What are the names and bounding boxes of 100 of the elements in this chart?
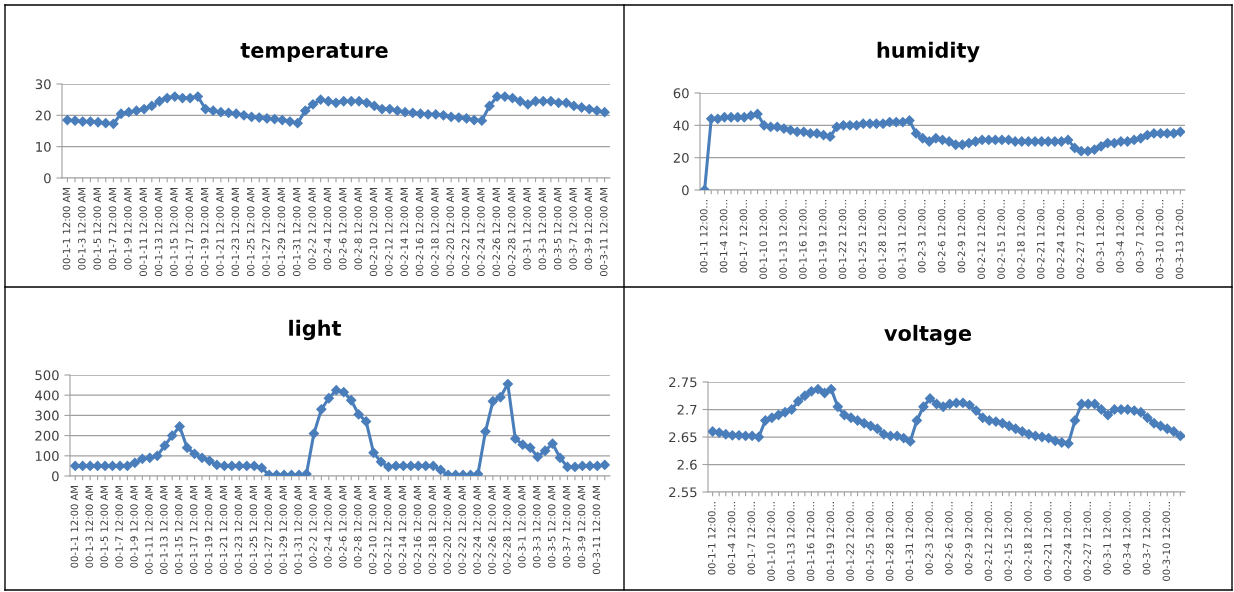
x-tick-label: 00-2-2 12:00 AM: [308, 188, 316, 270]
x-tick-label: 00-2-21 12:00...: [1036, 200, 1045, 279]
y-tick-label: 2.55: [669, 487, 697, 498]
x-tick-label: 00-2-14 12:00 AM: [400, 188, 408, 277]
y-tick-label: 2.7: [677, 404, 697, 415]
x-tick-label: 00-1-7 12:00 AM: [108, 188, 117, 270]
x-tick-label: 00-1-22 12:00...: [846, 502, 854, 581]
x-tick-label: 00-2-18 12:00 AM: [431, 188, 439, 277]
x-tick-label: 00-1-1 12:00 AM: [62, 188, 71, 270]
x-tick-label: 00-1-17 12:00 AM: [185, 188, 194, 277]
x-tick-label: 00-1-28 12:00...: [885, 502, 894, 581]
x-tick-label: 00-3-3 12:00 AM: [532, 486, 541, 568]
x-tick-label: 00-2-9 12:00...: [957, 200, 966, 273]
x-tick-label: 00-2-18 12:00 AM: [428, 486, 437, 575]
x-tick-label: 00-2-20 12:00 AM: [446, 188, 455, 277]
x-tick-label: 00-3-10 12:00...: [1155, 200, 1164, 279]
x-tick-label: 00-1-23 12:00 AM: [234, 486, 243, 575]
x-tick-label: 00-3-11 12:00 AM: [599, 188, 608, 277]
x-tick-label: 00-2-15 12:00...: [1004, 502, 1012, 581]
x-tick-label: 00-1-13 12:00...: [787, 502, 795, 581]
y-tick-label: 20: [35, 110, 51, 121]
x-tick-label: 00-1-31 12:00...: [898, 200, 906, 279]
x-tick-label: 00-1-29 12:00 AM: [279, 486, 287, 575]
x-tick-label: 00-2-24 12:00 AM: [477, 188, 485, 277]
x-tick-label: 00-2-10 12:00 AM: [369, 188, 378, 277]
x-tick-label: 00-2-3 12:00...: [918, 200, 926, 273]
x-tick-label: 00-2-15 12:00...: [997, 200, 1005, 279]
x-tick-label: 00-1-29 12:00 AM: [277, 188, 286, 277]
x-tick-label: 00-3-7 12:00 AM: [562, 486, 571, 568]
x-tick-label: 00-2-8 12:00 AM: [353, 486, 362, 568]
y-tick-label: 100: [35, 451, 59, 461]
x-tick-label: 00-3-1 12:00 AM: [518, 486, 526, 568]
x-tick-label: 00-1-9 12:00 AM: [130, 486, 138, 568]
x-tick-label: 00-2-18 12:00...: [1017, 200, 1025, 279]
x-tick-label: 00-1-5 12:00 AM: [93, 188, 101, 270]
x-tick-label: 00-1-10 12:00...: [759, 200, 767, 279]
x-tick-label: 00-1-7 12:00...: [739, 200, 748, 273]
x-tick-label: 00-2-4 12:00 AM: [324, 486, 332, 568]
x-tick-label: 00-2-6 12:00...: [937, 200, 946, 273]
x-tick-label: 00-1-25 12:00...: [866, 502, 874, 581]
y-tick-label: 200: [35, 430, 59, 441]
x-tick-label: 00-3-9 12:00 AM: [584, 188, 593, 270]
x-tick-label: 00-2-16 12:00 AM: [413, 486, 422, 575]
x-tick-label: 00-1-25 12:00 AM: [249, 486, 258, 575]
x-tick-label: 00-3-5 12:00 AM: [553, 188, 562, 270]
x-tick-label: 00-1-21 12:00 AM: [219, 486, 228, 575]
x-tick-label: 00-2-26 12:00 AM: [488, 486, 496, 575]
x-tick-label: 00-2-12 12:00...: [977, 200, 986, 279]
y-tick-label: 2.75: [669, 377, 697, 388]
x-tick-label: 00-2-12 12:00 AM: [383, 486, 392, 575]
x-tick-label: 00-3-4 12:00...: [1116, 200, 1124, 273]
y-tick-label: 20: [673, 152, 689, 163]
x-tick-label: 00-2-18 12:00...: [1024, 502, 1032, 581]
x-tick-label: 00-1-25 12:00 AM: [246, 188, 255, 277]
y-tick-label: 500: [35, 370, 59, 381]
x-tick-label: 00-2-9 12:00...: [964, 502, 973, 575]
y-tick-label: 300: [35, 410, 59, 421]
x-tick-label: 00-2-24 12:00...: [1063, 502, 1072, 581]
x-tick-label: 00-2-26 12:00 AM: [492, 188, 501, 277]
x-tick-label: 00-2-8 12:00 AM: [354, 188, 362, 270]
x-tick-label: 00-1-4 12:00...: [719, 200, 728, 273]
x-tick-label: 00-1-27 12:00 AM: [262, 188, 270, 277]
chart-title: light: [289, 319, 342, 341]
x-tick-label: 00-2-2 12:00 AM: [309, 486, 317, 568]
x-tick-label: 00-3-1 12:00...: [1103, 502, 1111, 575]
x-tick-label: 00-1-22 12:00...: [838, 200, 847, 279]
x-tick-label: 00-1-17 12:00 AM: [189, 486, 198, 575]
x-tick-label: 00-1-11 12:00 AM: [139, 188, 148, 277]
x-tick-label: 00-1-16 12:00...: [799, 200, 807, 279]
x-tick-label: 00-1-13 12:00 AM: [160, 486, 168, 575]
x-tick-label: 00-1-31 12:00 AM: [294, 486, 302, 575]
x-tick-label: 00-3-9 12:00 AM: [577, 486, 586, 568]
x-tick-label: 00-1-15 12:00 AM: [170, 188, 178, 277]
x-tick-label: 00-1-25 12:00...: [858, 200, 867, 279]
x-tick-label: 00-2-24 12:00 AM: [473, 486, 481, 575]
x-tick-label: 00-1-19 12:00...: [826, 502, 835, 581]
x-tick-label: 00-2-20 12:00 AM: [443, 486, 452, 575]
chart-title: humidity: [877, 41, 980, 63]
x-tick-label: 00-1-7 12:00 AM: [115, 486, 123, 568]
x-tick-label: 00-2-10 12:00 AM: [368, 486, 377, 575]
x-tick-label: 00-2-28 12:00 AM: [507, 188, 516, 277]
x-tick-label: 00-2-6 12:00...: [945, 502, 953, 575]
chart-title: voltage: [884, 324, 972, 346]
x-tick-label: 00-3-10 12:00...: [1162, 502, 1171, 581]
x-tick-label: 00-1-3 12:00 AM: [78, 188, 86, 270]
x-tick-label: 00-1-31 12:00...: [905, 502, 914, 581]
x-tick-label: 00-3-4 12:00...: [1123, 502, 1131, 575]
x-tick-label: 00-3-5 12:00 AM: [547, 486, 556, 568]
y-tick-label: 0: [44, 173, 51, 184]
x-tick-label: 00-2-22 12:00 AM: [461, 188, 470, 277]
x-tick-label: 00-1-21 12:00 AM: [216, 188, 224, 277]
x-tick-label: 00-1-15 12:00 AM: [174, 486, 183, 575]
x-tick-label: 00-1-11 12:00 AM: [145, 486, 153, 575]
x-tick-label: 00-3-7 12:00...: [1136, 200, 1144, 273]
x-tick-label: 00-3-11 12:00 AM: [592, 486, 601, 575]
x-tick-label: 00-2-12 12:00...: [984, 502, 993, 581]
x-tick-label: 00-2-4 12:00 AM: [323, 188, 332, 270]
x-tick-label: 00-1-9 12:00 AM: [124, 188, 132, 270]
x-tick-label: 00-2-27 12:00...: [1076, 200, 1085, 279]
x-tick-label: 00-1-23 12:00 AM: [231, 188, 240, 277]
